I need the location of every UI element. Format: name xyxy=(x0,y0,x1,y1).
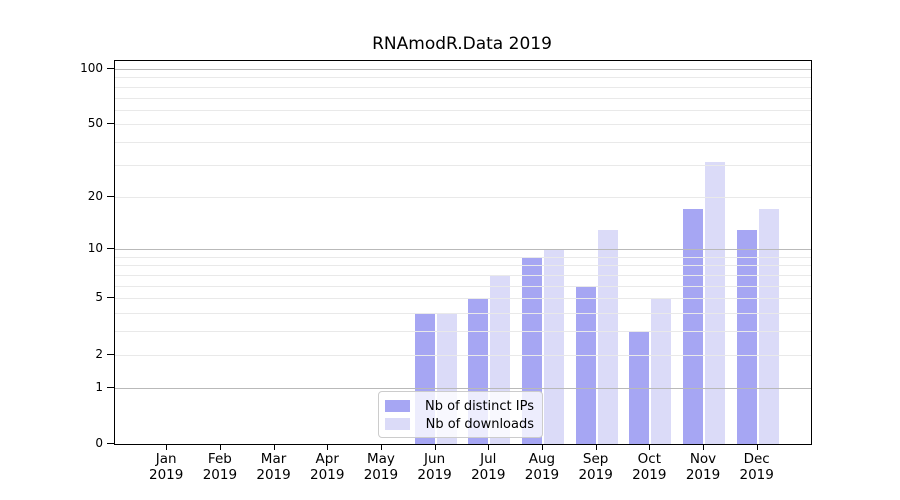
y-tick-mark-5 xyxy=(107,297,114,299)
x-tick-label-oct: Oct 2019 xyxy=(632,451,667,483)
gridline-8 xyxy=(115,265,811,267)
gridline-20 xyxy=(115,196,811,198)
y-tick-mark-20 xyxy=(107,195,114,197)
gridline-60 xyxy=(115,109,811,111)
gridline-3 xyxy=(115,331,811,333)
x-tick-mark-feb xyxy=(219,444,221,450)
y-tick-mark-10 xyxy=(107,248,114,250)
x-tick-label-feb: Feb 2019 xyxy=(202,451,238,483)
x-tick-mark-apr xyxy=(327,444,329,450)
gridline-4 xyxy=(115,313,811,315)
gridline-30 xyxy=(115,164,811,166)
gridline-100 xyxy=(115,68,811,70)
legend-entry-distinct-ips: Nb of distinct IPs xyxy=(385,397,534,415)
x-tick-mark-sep xyxy=(595,444,597,450)
gridline-50 xyxy=(115,124,811,126)
bars-layer xyxy=(115,61,811,444)
gridline-10 xyxy=(115,249,811,251)
x-tick-label-apr: Apr 2019 xyxy=(310,451,345,483)
y-tick-label-20: 20 xyxy=(87,188,103,203)
x-tick-label-jan: Jan 2019 xyxy=(149,451,184,483)
legend-label-downloads: Nb of downloads xyxy=(425,416,534,432)
x-tick-label-jul: Jul 2019 xyxy=(471,451,506,483)
x-tick-mark-may xyxy=(380,444,382,450)
x-tick-mark-jun xyxy=(434,444,436,450)
bar-downloads-oct xyxy=(651,298,672,444)
y-tick-mark-50 xyxy=(107,123,114,125)
bar-downloads-sep xyxy=(597,229,618,444)
gridline-6 xyxy=(115,285,811,287)
x-tick-label-jun: Jun 2019 xyxy=(417,451,452,483)
bar-downloads-aug xyxy=(543,249,564,444)
gridline-40 xyxy=(115,142,811,144)
x-tick-mark-dec xyxy=(756,444,758,450)
bar-distinct-ips-sep xyxy=(575,285,596,444)
gridline-2 xyxy=(115,354,811,356)
legend-swatch-downloads xyxy=(385,418,410,430)
y-tick-label-10: 10 xyxy=(87,241,103,256)
y-tick-label-100: 100 xyxy=(80,60,103,75)
x-tick-label-sep: Sep 2019 xyxy=(578,451,613,483)
x-tick-label-aug: Aug 2019 xyxy=(524,451,560,483)
x-tick-mark-oct xyxy=(649,444,651,450)
x-tick-mark-mar xyxy=(273,444,275,450)
gridline-90 xyxy=(115,77,811,79)
y-tick-mark-0 xyxy=(107,443,114,444)
y-tick-mark-1 xyxy=(107,386,114,388)
legend-label-distinct-ips: Nb of distinct IPs xyxy=(425,398,534,414)
y-tick-mark-2 xyxy=(107,353,114,355)
bar-distinct-ips-nov xyxy=(683,209,703,444)
y-tick-label-0: 0 xyxy=(95,436,103,450)
x-tick-mark-jan xyxy=(166,444,168,450)
chart-title: RNAmodR.Data 2019 xyxy=(372,34,552,54)
x-tick-label-mar: Mar 2019 xyxy=(256,451,291,483)
legend-swatch-distinct-ips xyxy=(385,400,410,412)
y-tick-label-5: 5 xyxy=(95,290,103,305)
bar-downloads-nov xyxy=(705,162,725,444)
gridline-80 xyxy=(115,86,811,88)
x-tick-mark-nov xyxy=(703,444,704,450)
x-tick-mark-jul xyxy=(488,444,490,450)
y-tick-mark-100 xyxy=(107,67,114,69)
bar-distinct-ips-dec xyxy=(736,229,757,444)
x-tick-label-nov: Nov 2019 xyxy=(685,451,721,483)
bar-distinct-ips-oct xyxy=(629,331,650,444)
gridline-7 xyxy=(115,274,811,276)
y-tick-label-50: 50 xyxy=(87,116,103,131)
legend: Nb of distinct IPs Nb of downloads xyxy=(378,391,543,438)
gridline-9 xyxy=(115,256,811,258)
x-tick-label-may: May 2019 xyxy=(363,451,399,483)
bar-downloads-dec xyxy=(758,209,779,444)
gridline-5 xyxy=(115,298,811,300)
x-tick-mark-aug xyxy=(541,444,543,450)
y-tick-label-2: 2 xyxy=(95,346,103,361)
y-tick-label-1: 1 xyxy=(95,379,103,394)
gridline-70 xyxy=(115,97,811,99)
gridlines-layer xyxy=(115,61,811,444)
plot-area xyxy=(114,60,812,445)
legend-entry-downloads: Nb of downloads xyxy=(385,415,534,433)
x-tick-label-dec: Dec 2019 xyxy=(739,451,774,483)
gridline-1 xyxy=(115,387,811,389)
